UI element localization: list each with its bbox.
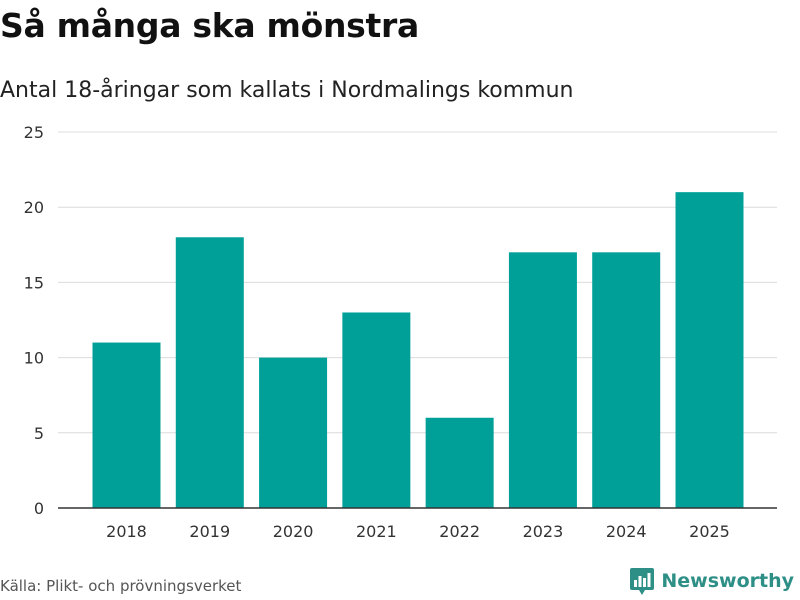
bar-2021 xyxy=(342,312,411,508)
newsworthy-logo-icon xyxy=(630,568,655,595)
x-tick-label: 2020 xyxy=(273,522,314,541)
source-note: Källa: Plikt- och prövningsverket xyxy=(0,577,242,595)
bar-2018 xyxy=(92,342,161,508)
chart-subtitle: Antal 18-åringar som kallats i Nordmalin… xyxy=(0,78,574,103)
y-tick-label: 5 xyxy=(34,424,44,443)
brand-name: Newsworthy xyxy=(661,570,794,592)
y-tick-label: 0 xyxy=(34,499,44,518)
y-tick-label: 15 xyxy=(24,273,44,292)
x-tick-label: 2018 xyxy=(106,522,147,541)
x-tick-label: 2025 xyxy=(689,522,730,541)
bar-2025 xyxy=(675,192,744,508)
grid-layer xyxy=(58,131,777,434)
brand-logo: Newsworthy xyxy=(629,566,794,596)
chart-title: Så många ska mönstra xyxy=(0,6,419,45)
y-tick-label: 10 xyxy=(24,349,44,368)
bar-2020 xyxy=(259,357,328,508)
bar-2022 xyxy=(425,417,494,508)
y-tick-label: 20 xyxy=(24,198,44,217)
x-tick-label: 2024 xyxy=(606,522,647,541)
y-tick-label: 25 xyxy=(24,123,44,142)
x-tick-label: 2021 xyxy=(356,522,397,541)
bar-2019 xyxy=(175,237,244,508)
x-tick-label: 2023 xyxy=(523,522,564,541)
x-tick-label: 2022 xyxy=(439,522,480,541)
bar-2024 xyxy=(592,252,661,508)
x-tick-label: 2019 xyxy=(189,522,230,541)
bar-2023 xyxy=(508,252,577,508)
bar-layer xyxy=(92,192,744,508)
